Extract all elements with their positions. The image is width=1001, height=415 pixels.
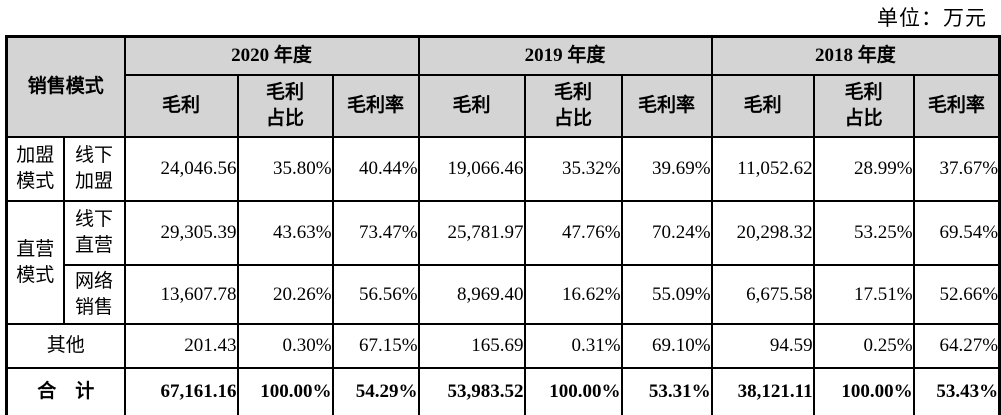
header-gross-profit-2019: 毛利 xyxy=(417,74,526,138)
header-gross-margin-2019: 毛利率 xyxy=(620,74,713,138)
data-cell: 25,781.97 xyxy=(417,200,526,266)
data-cell: 28.99% xyxy=(812,136,915,202)
data-cell: 94.59 xyxy=(710,323,815,369)
data-cell: 73.47% xyxy=(331,200,420,266)
header-year-2020: 2020 年度 xyxy=(123,35,420,76)
data-cell: 11,052.62 xyxy=(710,136,815,202)
header-year-2019: 2019 年度 xyxy=(417,35,713,76)
table-row-total: 合 计 67,161.16 100.00% 54.29% 53,983.52 1… xyxy=(5,367,1001,415)
data-cell: 19,066.46 xyxy=(417,136,526,202)
data-cell: 39.69% xyxy=(620,136,713,202)
header-gp-share-2019: 毛利 占比 xyxy=(523,74,623,138)
data-cell: 37.67% xyxy=(912,136,1001,202)
data-cell: 20.26% xyxy=(236,264,334,325)
data-cell: 52.66% xyxy=(912,264,1001,325)
data-cell: 8,969.40 xyxy=(417,264,526,325)
mode-label-direct: 直营 模式 xyxy=(5,200,65,325)
data-cell: 100.00% xyxy=(236,367,334,415)
row-label-total: 合 计 xyxy=(5,367,126,415)
data-cell: 67.15% xyxy=(331,323,420,369)
data-cell: 0.25% xyxy=(812,323,915,369)
data-cell: 53.25% xyxy=(812,200,915,266)
header-gross-profit-2018: 毛利 xyxy=(710,74,815,138)
data-cell: 53.31% xyxy=(620,367,713,415)
data-cell: 35.80% xyxy=(236,136,334,202)
data-cell: 64.27% xyxy=(912,323,1001,369)
data-cell: 40.44% xyxy=(331,136,420,202)
data-cell: 55.09% xyxy=(620,264,713,325)
table-row-other: 其他 201.43 0.30% 67.15% 165.69 0.31% 69.1… xyxy=(5,323,1001,369)
data-cell: 0.30% xyxy=(236,323,334,369)
unit-label: 单位：万元 xyxy=(877,6,987,30)
header-gp-share-2018: 毛利 占比 xyxy=(812,74,915,138)
table-row-direct-offline: 直营 模式 线下 直营 29,305.39 43.63% 73.47% 25,7… xyxy=(5,200,1001,325)
header-year-2018: 2018 年度 xyxy=(710,35,1001,76)
data-cell: 201.43 xyxy=(123,323,239,369)
data-cell: 53.43% xyxy=(912,367,1001,415)
channel-label-offline-franchise: 线下 加盟 xyxy=(62,136,126,202)
data-cell: 47.76% xyxy=(523,200,623,266)
table-row-online-sales: 网络 销售 13,607.78 20.26% 56.56% 8,969.40 1… xyxy=(7,264,1001,325)
data-cell: 29,305.39 xyxy=(123,200,239,266)
data-cell: 69.10% xyxy=(620,323,713,369)
data-cell: 24,046.56 xyxy=(123,136,239,202)
data-cell: 43.63% xyxy=(236,200,334,266)
data-cell: 54.29% xyxy=(331,367,420,415)
data-cell: 13,607.78 xyxy=(123,264,239,325)
header-gross-margin-2020: 毛利率 xyxy=(331,74,420,138)
data-cell: 70.24% xyxy=(620,200,713,266)
data-cell: 69.54% xyxy=(912,200,1001,266)
header-gross-margin-2018: 毛利率 xyxy=(912,74,1001,138)
data-cell: 100.00% xyxy=(523,367,623,415)
data-cell: 100.00% xyxy=(812,367,915,415)
mode-label-franchise: 加盟 模式 xyxy=(5,136,65,202)
data-cell: 56.56% xyxy=(331,264,420,325)
data-cell: 38,121.11 xyxy=(710,367,815,415)
header-sales-mode: 销售模式 xyxy=(5,35,126,138)
data-cell: 53,983.52 xyxy=(417,367,526,415)
header-gp-share-2020: 毛利 占比 xyxy=(236,74,334,138)
data-cell: 17.51% xyxy=(812,264,915,325)
data-cell: 165.69 xyxy=(417,323,526,369)
data-cell: 35.32% xyxy=(523,136,623,202)
data-cell: 20,298.32 xyxy=(710,200,815,266)
data-cell: 6,675.58 xyxy=(710,264,815,325)
gross-profit-table: 销售模式 2020 年度 2019 年度 2018 年度 毛利 毛利 占比 毛利… xyxy=(5,35,1001,415)
header-gross-profit-2020: 毛利 xyxy=(123,74,239,138)
row-label-other: 其他 xyxy=(5,323,126,369)
data-cell: 0.31% xyxy=(523,323,623,369)
data-cell: 67,161.16 xyxy=(123,367,239,415)
channel-label-online-sales: 网络 销售 xyxy=(62,264,126,325)
table-row-franchise-offline: 加盟 模式 线下 加盟 24,046.56 35.80% 40.44% 19,0… xyxy=(5,136,1001,202)
data-cell: 16.62% xyxy=(523,264,623,325)
channel-label-offline-direct: 线下 直营 xyxy=(62,200,126,266)
